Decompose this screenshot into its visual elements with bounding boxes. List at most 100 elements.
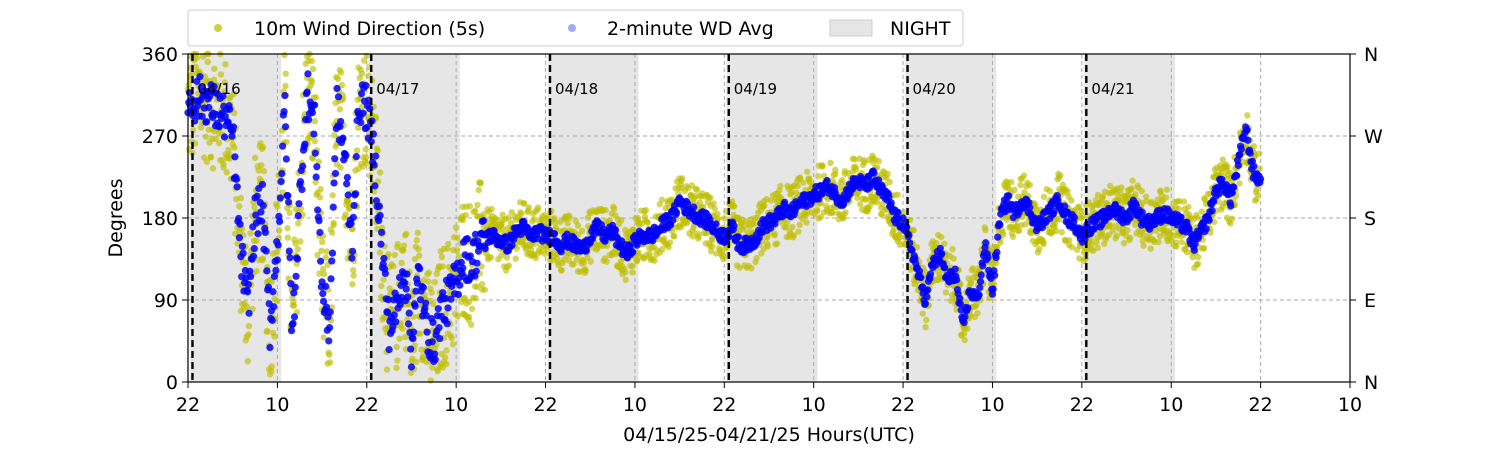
wd-avg-point: [357, 89, 366, 98]
wind-direction-point: [560, 256, 567, 264]
wd-avg-point: [359, 109, 367, 117]
wind-direction-point: [461, 294, 468, 302]
wd-avg-point: [343, 173, 352, 182]
wd-avg-point: [339, 134, 347, 142]
wind-direction-point: [714, 215, 722, 222]
x-tick-label: 10: [802, 394, 826, 416]
wd-avg-point: [1210, 198, 1218, 206]
wind-direction-point: [964, 325, 971, 332]
x-tick-label: 22: [891, 394, 915, 416]
x-tick-label: 22: [533, 394, 557, 416]
wind-direction-point: [1064, 188, 1071, 195]
wd-avg-point: [245, 309, 253, 317]
wind-direction-point: [189, 149, 196, 156]
wd-avg-point: [371, 182, 379, 190]
wind-direction-point: [564, 220, 571, 227]
wind-direction-point: [294, 220, 302, 227]
wind-direction-point: [1132, 191, 1139, 198]
wind-direction-point: [468, 305, 476, 312]
wind-direction-point: [308, 57, 315, 65]
wind-direction-point: [221, 79, 229, 86]
wind-direction-point: [803, 219, 810, 226]
wd-avg-point: [435, 324, 443, 332]
x-tick-label: 22: [712, 394, 736, 416]
wd-avg-point: [422, 299, 430, 307]
wind-direction-point: [353, 147, 361, 154]
wd-avg-point: [994, 233, 1002, 241]
x-tick-label: 22: [355, 394, 379, 416]
wind-direction-point: [551, 219, 559, 227]
wd-avg-point: [831, 188, 839, 196]
wind-direction-point: [322, 254, 330, 261]
wd-avg-point: [473, 259, 481, 267]
wind-direction-point: [396, 335, 403, 342]
wd-avg-point: [311, 101, 319, 109]
wd-avg-point: [290, 313, 299, 321]
wind-direction-point: [532, 254, 540, 262]
wind-direction-point: [696, 199, 704, 206]
wind-direction-point: [459, 216, 467, 224]
wd-avg-point: [1138, 208, 1146, 216]
wd-avg-point: [1236, 151, 1244, 159]
wd-avg-point: [299, 162, 307, 170]
y-tick-label-left: 90: [154, 290, 178, 312]
x-tick-label: 10: [444, 394, 468, 416]
wind-direction-point: [290, 302, 298, 309]
wind-direction-point: [1094, 244, 1101, 252]
wind-direction-point: [659, 246, 666, 253]
wind-direction-point: [284, 225, 291, 232]
wd-avg-point: [428, 338, 436, 346]
wd-avg-point: [226, 105, 234, 113]
wd-avg-point: [322, 282, 330, 290]
wind-direction-point: [1120, 240, 1128, 247]
wind-direction-point: [1147, 245, 1154, 252]
wind-direction-point: [531, 216, 538, 223]
wind-direction-point: [961, 336, 968, 344]
wd-avg-point: [1246, 149, 1254, 157]
wind-direction-point: [710, 200, 717, 207]
wind-direction-point: [1228, 215, 1236, 222]
wind-direction-point: [189, 70, 196, 77]
wind-direction-point: [416, 330, 424, 337]
wd-avg-point: [380, 254, 388, 263]
wind-direction-point: [211, 65, 218, 72]
wind-direction-point: [721, 215, 728, 222]
wind-direction-point: [429, 300, 437, 308]
wind-direction-point: [1098, 229, 1106, 237]
wind-direction-point: [1053, 227, 1060, 235]
wind-direction-point: [922, 323, 929, 331]
wd-avg-point: [381, 269, 389, 278]
wd-avg-point: [205, 103, 213, 112]
wd-avg-point: [303, 88, 311, 96]
wind-direction-point: [454, 312, 462, 320]
wd-avg-point: [258, 180, 267, 189]
wind-direction-point: [1124, 227, 1131, 234]
wd-avg-point: [684, 200, 692, 208]
wind-direction-point: [268, 367, 275, 375]
wind-direction-point: [268, 363, 275, 370]
wind-direction-point: [938, 233, 945, 241]
wind-direction-point: [907, 266, 915, 273]
wind-direction-point: [1175, 205, 1182, 213]
wind-direction-point: [260, 167, 268, 175]
wind-direction-point: [452, 224, 460, 231]
wind-direction-point: [708, 236, 716, 244]
wind-direction-point: [829, 209, 836, 217]
wd-avg-point: [291, 283, 299, 291]
wind-direction-point: [431, 278, 438, 286]
wd-avg-point: [315, 217, 323, 225]
wd-avg-point: [466, 252, 474, 260]
legend-label: NIGHT: [890, 18, 951, 40]
wind-direction-point: [245, 322, 253, 330]
wd-avg-point: [390, 311, 398, 319]
wd-avg-point: [404, 293, 412, 301]
wind-direction-point: [1107, 221, 1114, 229]
wind-direction-point: [394, 240, 401, 248]
wd-avg-point: [352, 153, 360, 161]
wd-avg-point: [281, 91, 289, 100]
wind-direction-point: [629, 269, 636, 276]
wind-direction-point: [349, 266, 357, 274]
wind-direction-point: [311, 118, 319, 125]
wd-avg-point: [377, 240, 385, 248]
wind-direction-point: [480, 211, 487, 218]
